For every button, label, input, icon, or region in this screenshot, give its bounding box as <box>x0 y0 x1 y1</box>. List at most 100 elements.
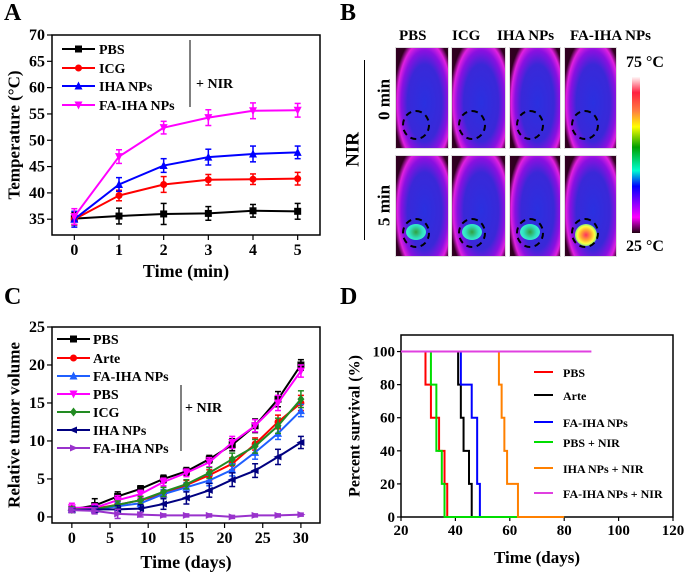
survival-step-line <box>401 350 565 518</box>
triangle-down-marker <box>296 367 305 376</box>
tumor-circle-marker <box>402 110 430 140</box>
y-tick-label: 0 <box>388 510 396 526</box>
series-iha-nps <box>67 435 305 514</box>
thermal-image-5min-2 <box>509 155 561 257</box>
y-tick-label: 35 <box>29 211 45 228</box>
legend-label: FA-IHA NPs <box>93 442 169 457</box>
x-tick-label: 40 <box>448 523 463 539</box>
triangle-up-marker <box>70 214 79 223</box>
y-tick-label: 40 <box>380 444 395 460</box>
circle-marker <box>75 64 82 72</box>
x-tick-label: 100 <box>607 523 630 539</box>
triangle-left-marker <box>136 505 145 513</box>
legend-label: PBS <box>99 43 125 58</box>
circle-marker <box>294 175 302 183</box>
triangle-down-marker <box>182 469 191 478</box>
y-tick-label: 15 <box>29 395 45 412</box>
x-tick-label: 5 <box>106 530 114 547</box>
triangle-up-marker <box>74 81 83 90</box>
triangle-down-marker <box>274 399 283 408</box>
series-line <box>71 509 301 518</box>
colorbar-max-label: 75 °C <box>626 54 664 71</box>
series-icg <box>70 171 302 226</box>
diamond-marker <box>274 421 282 431</box>
series-line <box>71 364 302 511</box>
x-tick-label: 20 <box>217 530 233 547</box>
nir-label: NIR <box>342 132 364 167</box>
plot-frame <box>51 34 321 236</box>
triangle-up-marker <box>69 371 78 380</box>
square-marker <box>115 212 123 220</box>
triangle-left-marker <box>113 505 122 513</box>
legend-group-label: + NIR <box>185 401 223 416</box>
diamond-marker <box>70 407 77 417</box>
tumor-circle-marker <box>402 218 430 248</box>
circle-marker <box>228 460 236 468</box>
circle-marker <box>91 505 99 513</box>
triangle-right-marker <box>137 511 146 519</box>
legend-label: IHA NPs <box>99 80 153 95</box>
y-tick-label: 70 <box>29 27 45 44</box>
triangle-left-marker <box>204 486 213 494</box>
tumor-circle-marker <box>516 218 544 248</box>
triangle-up-marker <box>274 428 283 437</box>
tumor-circle-marker <box>571 110 599 140</box>
column-label-icg: ICG <box>452 28 481 44</box>
x-tick-label: 120 <box>662 523 685 539</box>
triangle-up-marker <box>228 465 237 474</box>
y-tick-label: 0 <box>37 509 45 526</box>
series-iha-nps-nir <box>401 350 565 518</box>
triangle-left-marker <box>158 500 167 508</box>
square-marker <box>114 492 122 500</box>
diamond-marker <box>137 495 145 505</box>
x-tick-label: 10 <box>140 530 156 547</box>
nir-divider <box>364 60 365 240</box>
series-pbs <box>67 364 305 514</box>
thermal-image-0min-2 <box>509 47 561 149</box>
triangle-down-marker <box>205 458 214 467</box>
triangle-up-marker <box>159 489 168 498</box>
y-tick-label: 5 <box>37 471 45 488</box>
square-marker <box>251 422 259 430</box>
legend-label: PBS <box>563 366 585 380</box>
triangle-right-marker <box>159 511 168 519</box>
y-axis-label: Temperature (°C) <box>5 70 24 199</box>
diamond-marker <box>182 479 190 489</box>
y-tick-label: 40 <box>29 185 45 202</box>
triangle-up-marker <box>249 149 257 158</box>
legend-label: PBS <box>93 333 119 348</box>
square-marker <box>182 467 190 475</box>
x-tick-label: 0 <box>68 530 76 547</box>
triangle-right-marker <box>297 511 306 519</box>
legend-label: FA-IHA NPs <box>93 370 169 385</box>
circle-marker <box>159 490 167 498</box>
triangle-up-marker <box>296 406 305 415</box>
triangle-down-marker <box>70 213 79 222</box>
x-tick-label: 0 <box>70 242 78 259</box>
thermal-image-0min-1 <box>451 47 506 149</box>
circle-marker <box>114 501 122 509</box>
series-line <box>73 151 298 220</box>
series-line <box>71 409 302 511</box>
tumor-circle-marker <box>458 110 486 140</box>
triangle-up-marker <box>293 147 302 156</box>
circle-marker <box>115 192 123 200</box>
series-arte <box>68 394 305 513</box>
triangle-up-marker <box>113 501 122 510</box>
circle-marker <box>297 399 305 407</box>
diamond-marker <box>159 487 167 497</box>
x-tick-label: 80 <box>557 523 572 539</box>
diamond-marker <box>205 468 213 478</box>
x-tick-label: 5 <box>294 242 302 259</box>
y-tick-label: 20 <box>380 477 395 493</box>
triangle-up-marker <box>182 482 191 491</box>
y-tick-label: 25 <box>29 319 45 336</box>
circle-marker <box>251 440 259 448</box>
y-tick-label: 65 <box>29 53 45 70</box>
square-marker <box>160 210 168 218</box>
tumor-circle-marker <box>458 218 486 248</box>
legend-label: Arte <box>93 352 120 367</box>
thermal-image-0min-0 <box>395 47 449 149</box>
triangle-left-marker <box>227 476 236 484</box>
